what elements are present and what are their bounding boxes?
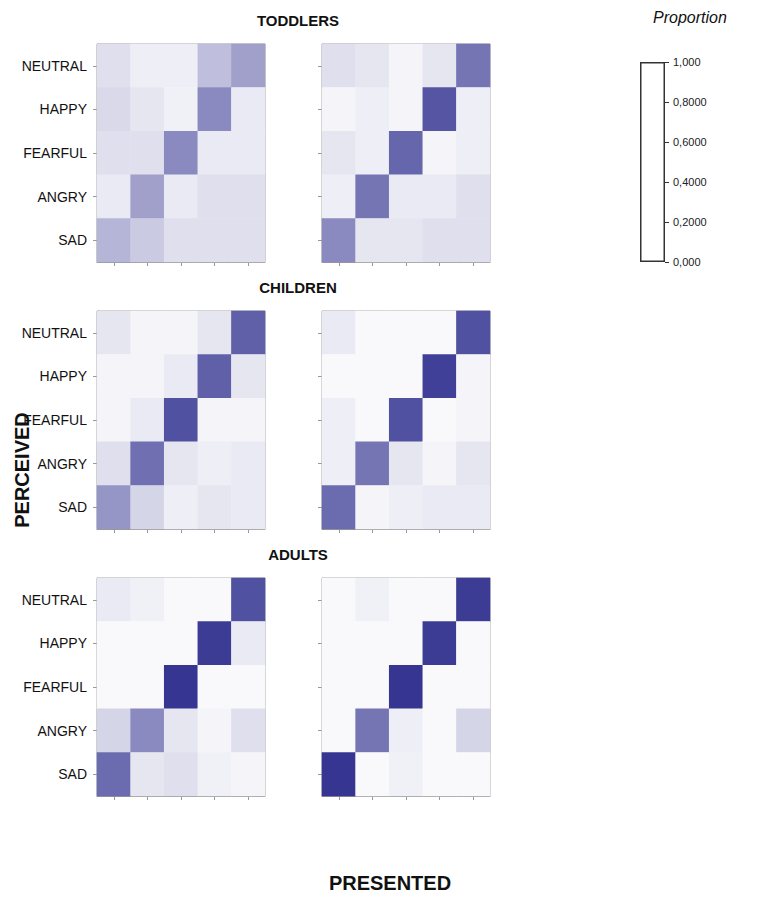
svg-text:0,4000: 0,4000 [673,176,707,188]
svg-text:PRESENTED: PRESENTED [329,872,451,894]
svg-text:SAD: SAD [58,766,87,782]
svg-text:HAPPY: HAPPY [40,368,88,384]
svg-text:FEARFUL: FEARFUL [23,679,87,695]
svg-text:ADULTS: ADULTS [268,546,328,563]
svg-text:NEUTRAL: NEUTRAL [22,325,88,341]
svg-text:0,000: 0,000 [673,256,701,268]
svg-text:0,6000: 0,6000 [673,136,707,148]
svg-text:Proportion: Proportion [653,9,727,26]
svg-text:0,8000: 0,8000 [673,96,707,108]
svg-text:SAD: SAD [58,499,87,515]
svg-text:CHILDREN: CHILDREN [259,279,337,296]
svg-text:ANGRY: ANGRY [37,456,87,472]
svg-text:SAD: SAD [58,232,87,248]
svg-text:FEARFUL: FEARFUL [23,145,87,161]
svg-text:TODDLERS: TODDLERS [257,12,339,29]
svg-text:PERCEIVED: PERCEIVED [11,412,33,528]
svg-text:NEUTRAL: NEUTRAL [22,58,88,74]
svg-text:0,2000: 0,2000 [673,216,707,228]
svg-text:FEARFUL: FEARFUL [23,412,87,428]
svg-text:ANGRY: ANGRY [37,189,87,205]
svg-text:1,000: 1,000 [673,56,701,68]
svg-text:ANGRY: ANGRY [37,723,87,739]
svg-text:HAPPY: HAPPY [40,635,88,651]
svg-text:HAPPY: HAPPY [40,101,88,117]
svg-text:NEUTRAL: NEUTRAL [22,592,88,608]
